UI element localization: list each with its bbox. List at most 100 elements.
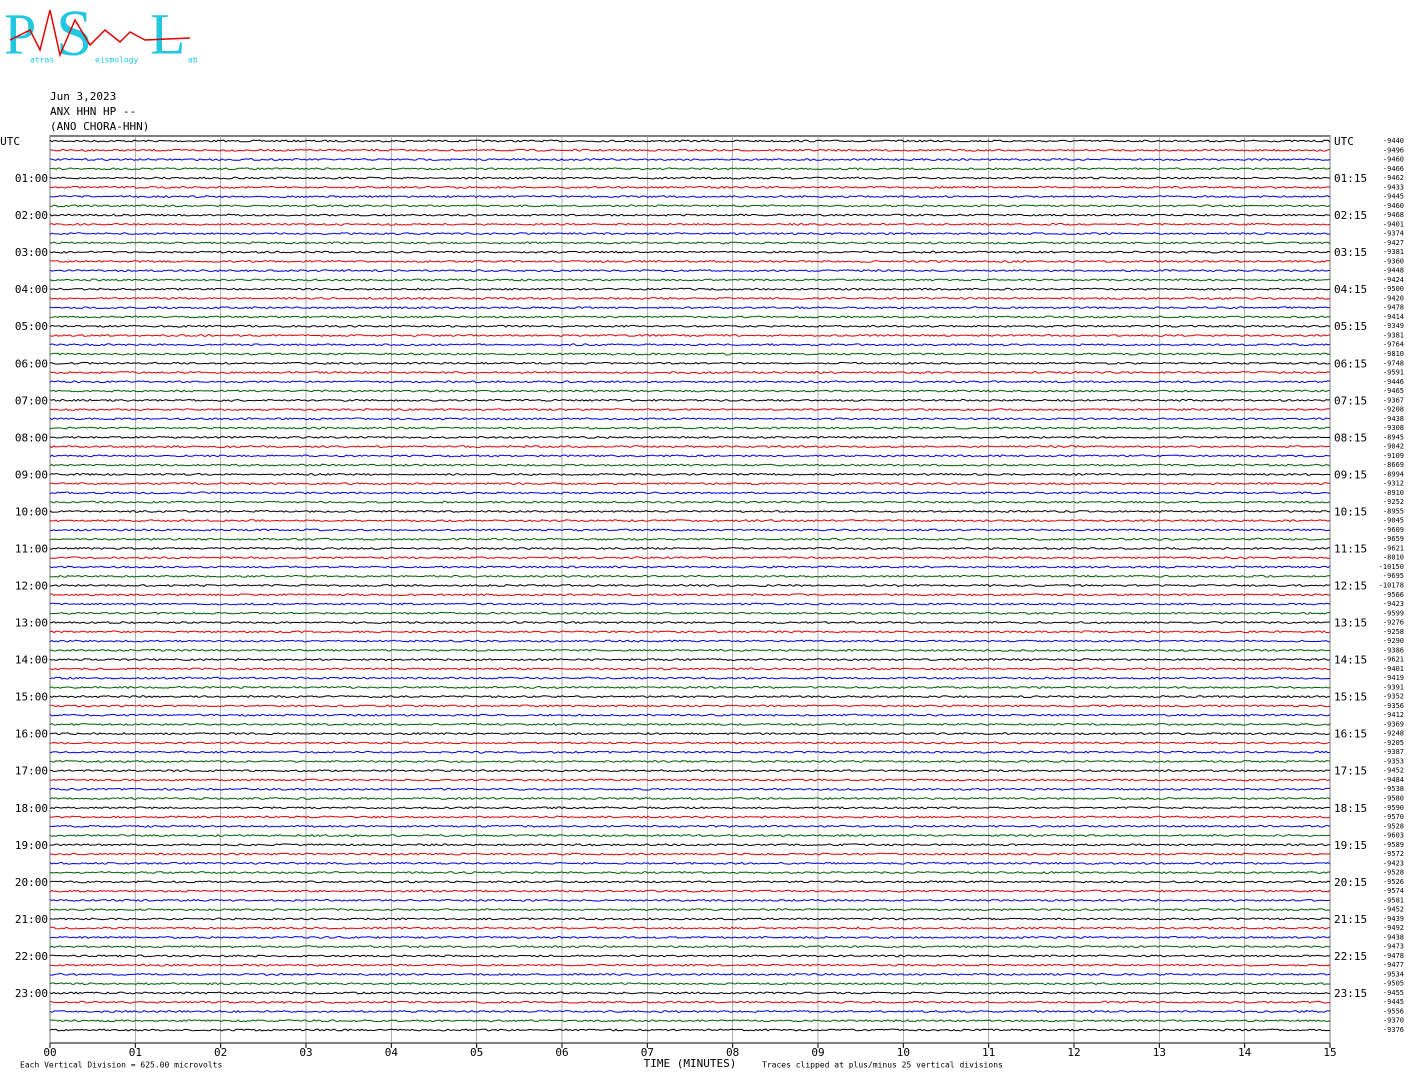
trace: [49, 148, 1331, 152]
footer-scale: Each Vertical Division = 625.00 microvol…: [20, 1061, 222, 1070]
trace: [49, 287, 1331, 291]
trace-offset: -9109: [1383, 452, 1404, 460]
trace: [49, 722, 1331, 726]
trace-offset: -9460: [1383, 202, 1404, 210]
trace-offset: -9609: [1383, 526, 1404, 534]
left-time-label: 15:00: [15, 691, 48, 704]
trace: [49, 454, 1331, 458]
trace-offset: -9414: [1383, 313, 1404, 321]
trace-offset: -9452: [1383, 906, 1404, 914]
right-time-label: 13:15: [1334, 617, 1367, 630]
trace: [49, 593, 1330, 597]
trace-offset: -9276: [1383, 619, 1404, 627]
trace: [49, 713, 1331, 717]
right-time-label: 07:15: [1334, 394, 1367, 407]
trace-offset: -9381: [1383, 331, 1404, 339]
header-line: ANX HHN HP --: [50, 105, 136, 118]
left-time-label: 01:00: [15, 172, 48, 185]
trace: [49, 611, 1331, 615]
trace-offset: -9556: [1383, 1007, 1404, 1015]
trace-offset: -9420: [1383, 294, 1404, 302]
trace-offset: -9349: [1383, 322, 1404, 330]
trace-offset: -9572: [1383, 850, 1404, 858]
trace-offset: -9599: [1383, 609, 1404, 617]
trace-offset: -9445: [1383, 998, 1404, 1006]
right-time-label: 23:15: [1334, 987, 1367, 1000]
trace: [49, 806, 1331, 810]
trace: [49, 389, 1331, 393]
trace-offset: -9248: [1383, 730, 1404, 738]
trace-offset: -9460: [1383, 156, 1404, 164]
trace-offset: -9810: [1383, 350, 1404, 358]
trace: [49, 361, 1331, 365]
plot-frame: [49, 135, 1331, 1044]
right-time-label: 20:15: [1334, 876, 1367, 889]
trace: [49, 685, 1331, 689]
left-time-label: 10:00: [15, 505, 48, 518]
trace-offset: -9381: [1383, 248, 1404, 256]
right-time-label: 15:15: [1334, 691, 1367, 704]
x-tick-label: 06: [555, 1046, 568, 1059]
trace: [50, 926, 1331, 930]
trace: [49, 324, 1331, 328]
trace: [49, 991, 1331, 995]
trace-offset: -9473: [1383, 943, 1404, 951]
x-tick-label: 13: [1153, 1046, 1166, 1059]
trace: [49, 676, 1331, 680]
trace: [49, 435, 1331, 439]
trace: [49, 250, 1331, 254]
trace-offset: -9468: [1383, 211, 1404, 219]
left-time-label: UTC: [0, 135, 20, 148]
trace: [49, 695, 1331, 699]
right-time-label: 08:15: [1334, 431, 1367, 444]
right-time-label: 14:15: [1334, 654, 1367, 667]
trace: [49, 176, 1331, 180]
trace: [49, 769, 1331, 773]
right-time-label: 03:15: [1334, 246, 1367, 259]
trace-offset: -9455: [1383, 989, 1404, 997]
trace: [49, 852, 1331, 856]
trace-offset: -9448: [1383, 267, 1404, 275]
trace-offset: -9484: [1383, 776, 1404, 784]
right-time-label: 17:15: [1334, 765, 1367, 778]
logo-word: eismology: [95, 56, 139, 65]
right-time-label: 12:15: [1334, 580, 1367, 593]
trace-offset: -9505: [1383, 980, 1404, 988]
trace: [49, 343, 1331, 347]
trace: [49, 833, 1331, 838]
header-line: (ANO CHORA-HHN): [50, 120, 149, 133]
trace-offset: -9566: [1383, 591, 1404, 599]
trace: [49, 602, 1331, 606]
x-tick-label: 07: [641, 1046, 654, 1059]
trace-offset: -9462: [1383, 174, 1404, 182]
trace-offset: -9401: [1383, 220, 1404, 228]
trace: [49, 333, 1331, 337]
trace: [49, 500, 1331, 504]
trace: [49, 445, 1331, 449]
trace: [49, 556, 1331, 560]
left-time-label: 05:00: [15, 320, 48, 333]
trace: [49, 537, 1331, 541]
left-time-label: 16:00: [15, 728, 48, 741]
trace: [49, 972, 1331, 976]
trace: [49, 296, 1331, 300]
trace-offset: -9589: [1383, 841, 1404, 849]
trace-offset: -10178: [1379, 582, 1404, 590]
trace-offset: -9659: [1383, 535, 1404, 543]
trace-offset: -9308: [1383, 424, 1404, 432]
trace-offset: -9386: [1383, 646, 1404, 654]
left-time-label: 12:00: [15, 580, 48, 593]
trace: [49, 519, 1331, 523]
trace-offset: -9252: [1383, 498, 1404, 506]
x-tick-label: 02: [214, 1046, 227, 1059]
trace-offset: -9356: [1383, 702, 1404, 710]
trace: [49, 945, 1330, 949]
left-time-label: 02:00: [15, 209, 48, 222]
trace-offset: -9424: [1383, 276, 1404, 284]
trace-offset: -9045: [1383, 517, 1404, 525]
trace-offset: -8945: [1383, 433, 1404, 441]
trace-offset: -9478: [1383, 952, 1404, 960]
trace-offset: -9538: [1383, 785, 1404, 793]
trace-offset: -9477: [1383, 961, 1404, 969]
x-tick-label: 05: [470, 1046, 483, 1059]
